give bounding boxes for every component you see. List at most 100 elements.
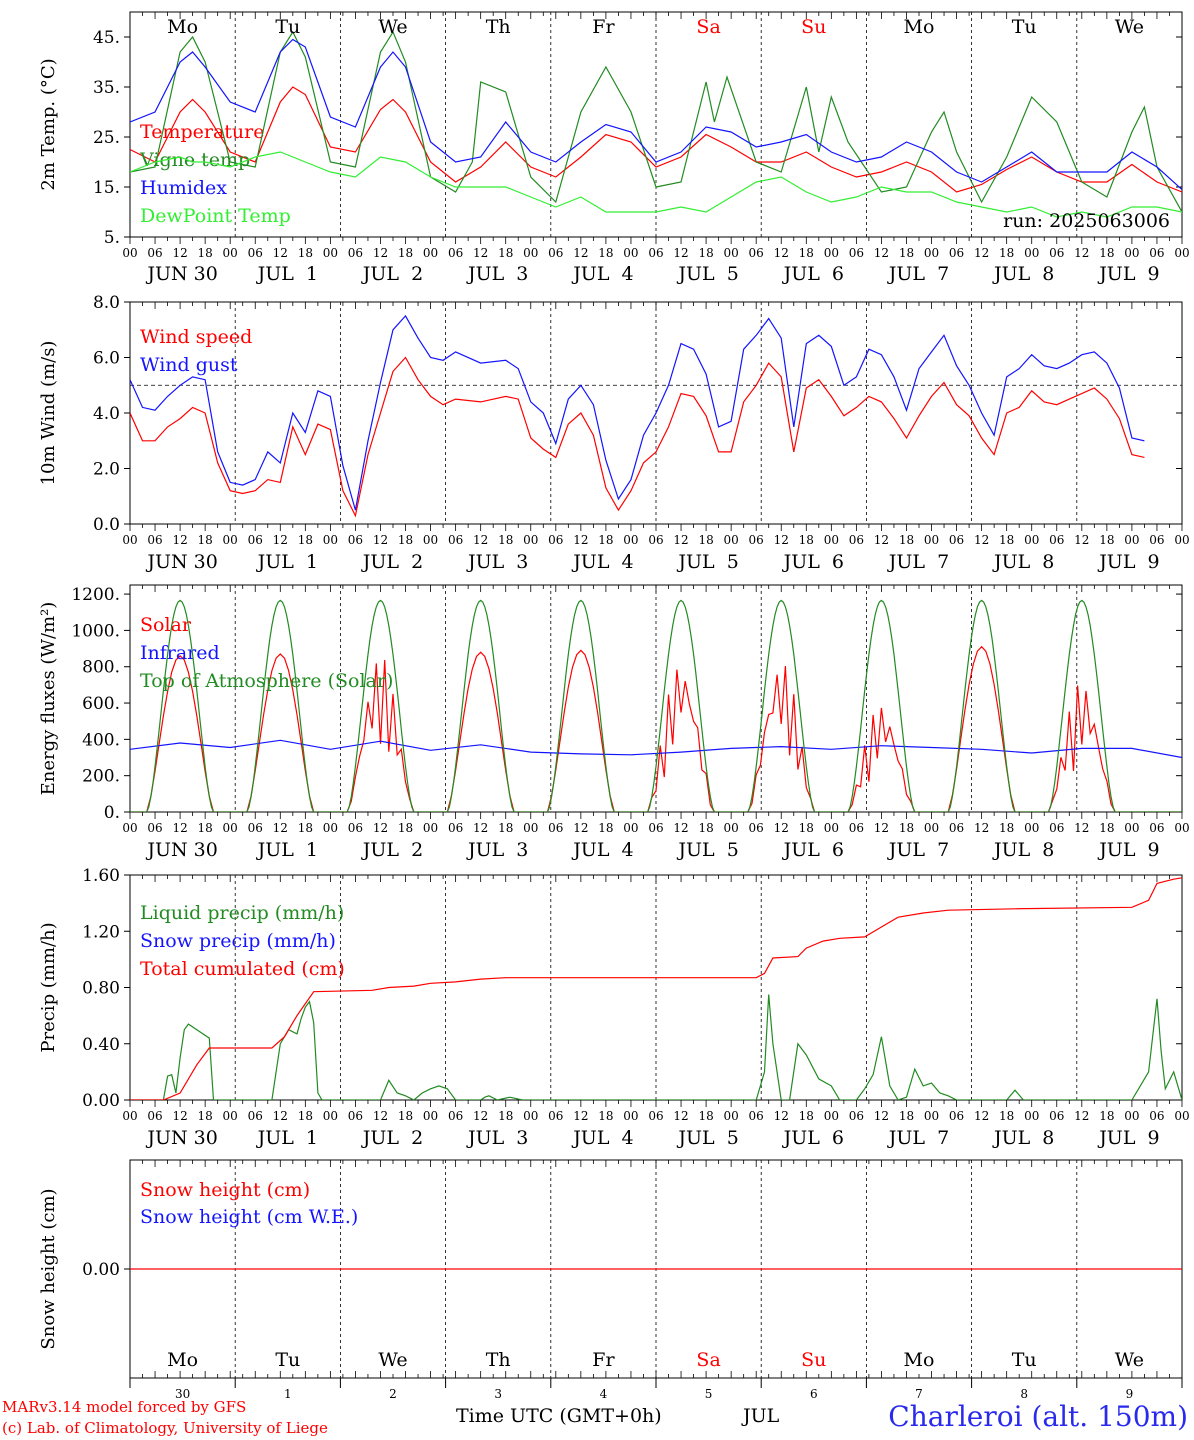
hour-tick-label: 12 [774, 821, 789, 835]
date-label: JUN 30 [145, 1127, 217, 1149]
hour-tick-label: 18 [999, 821, 1014, 835]
hour-tick-label: 18 [298, 246, 313, 260]
snow-ytick-label: 0.00 [82, 1260, 120, 1280]
date-label: JUL 6 [782, 1127, 844, 1149]
hour-tick-label: 18 [398, 821, 413, 835]
hour-tick-label: 06 [147, 246, 162, 260]
x-axis-title: Time UTC (GMT+0h) [456, 1405, 662, 1427]
temp-legend-dewpoint-temp: DewPoint Temp [140, 205, 291, 227]
hour-tick-label: 06 [849, 533, 864, 547]
date-label: JUL 2 [361, 551, 423, 573]
wind-ytick-label: 8.0 [93, 293, 120, 313]
date-label: JUL 4 [571, 839, 633, 861]
hour-tick-label: 06 [648, 1109, 663, 1123]
hour-tick-label: 06 [849, 1109, 864, 1123]
temp-legend-humidex: Humidex [140, 177, 227, 199]
weekday-label: Mo [167, 16, 198, 38]
day-number-label: 4 [600, 1387, 608, 1401]
hour-tick-label: 06 [849, 821, 864, 835]
hour-tick-label: 12 [473, 246, 488, 260]
energy-series-top-of-atmosphere-solar- [130, 599, 1182, 812]
hour-tick-label: 12 [273, 246, 288, 260]
snow-ylabel: Snow height (cm) [38, 1188, 59, 1349]
date-label: JUL 7 [887, 839, 949, 861]
hour-tick-label: 06 [448, 246, 463, 260]
day-number-label: 5 [705, 1387, 713, 1401]
date-label: JUL 5 [676, 263, 738, 285]
weekday-label: We [1115, 16, 1144, 38]
date-label: JUN 30 [145, 263, 217, 285]
weekday-label: Tu [1012, 1349, 1037, 1371]
hour-tick-label: 18 [698, 1109, 713, 1123]
date-label: JUN 30 [145, 551, 217, 573]
hour-tick-label: 00 [223, 533, 238, 547]
hour-tick-label: 00 [1174, 1109, 1189, 1123]
energy-ytick-label: 600. [82, 694, 120, 714]
date-label: JUL 1 [256, 839, 318, 861]
hour-tick-label: 12 [974, 533, 989, 547]
wind-ytick-label: 0.0 [93, 515, 120, 535]
hour-tick-label: 18 [1099, 821, 1114, 835]
date-label: JUL 9 [1097, 263, 1159, 285]
hour-tick-label: 00 [623, 1109, 638, 1123]
hour-tick-label: 06 [1049, 533, 1064, 547]
hour-tick-label: 00 [122, 821, 137, 835]
hour-tick-label: 06 [147, 821, 162, 835]
snow-legend-snow-height-cm-: Snow height (cm) [140, 1179, 310, 1201]
precip-ylabel: Precip (mm/h) [38, 922, 59, 1052]
weekday-label: Fr [592, 1349, 615, 1371]
weekday-label: We [1115, 1349, 1144, 1371]
hour-tick-label: 12 [573, 821, 588, 835]
hour-tick-label: 12 [573, 1109, 588, 1123]
hour-tick-label: 12 [373, 821, 388, 835]
wind-legend-wind-speed: Wind speed [140, 326, 252, 348]
hour-tick-label: 00 [924, 821, 939, 835]
hour-tick-label: 06 [749, 533, 764, 547]
hour-tick-label: 00 [323, 246, 338, 260]
run-label: run: 2025063006 [1003, 210, 1170, 232]
hour-tick-label: 18 [799, 246, 814, 260]
date-label: JUL 8 [992, 839, 1054, 861]
hour-tick-label: 00 [623, 821, 638, 835]
wind-ytick-label: 2.0 [93, 460, 120, 480]
date-label: JUL 3 [466, 839, 528, 861]
hour-tick-label: 18 [398, 533, 413, 547]
snow-panel: 0.00 Snow height (cm) Snow height (cm) Snow… [38, 1159, 1183, 1401]
weekday-label: Th [486, 16, 511, 38]
hour-tick-label: 12 [172, 246, 187, 260]
hour-tick-label: 18 [598, 1109, 613, 1123]
hour-tick-label: 18 [999, 533, 1014, 547]
hour-tick-label: 12 [974, 246, 989, 260]
day-number-label: 2 [389, 1387, 397, 1401]
hour-tick-label: 00 [122, 246, 137, 260]
hour-tick-label: 00 [1174, 533, 1189, 547]
energy-legend-top-of-atmosphere-solar-: Top of Atmosphere (Solar) [140, 670, 393, 692]
weekday-label: Mo [167, 1349, 198, 1371]
date-label: JUL 9 [1097, 1127, 1159, 1149]
hour-tick-label: 00 [924, 1109, 939, 1123]
credit-line-lab: (c) Lab. of Climatology, University of L… [2, 1419, 328, 1437]
temp-series-humidex [130, 38, 1182, 190]
wind-hour-ticks [129, 302, 1183, 531]
hour-tick-label: 00 [523, 246, 538, 260]
date-label: JUL 6 [782, 839, 844, 861]
date-label: JUL 4 [571, 551, 633, 573]
hour-tick-label: 00 [623, 246, 638, 260]
hour-tick-label: 18 [899, 533, 914, 547]
hour-tick-label: 06 [949, 533, 964, 547]
hour-tick-label: 18 [498, 533, 513, 547]
hour-tick-label: 18 [598, 533, 613, 547]
hour-tick-label: 06 [648, 246, 663, 260]
hour-tick-label: 18 [198, 533, 213, 547]
hour-tick-label: 06 [248, 821, 263, 835]
hour-tick-label: 00 [824, 533, 839, 547]
hour-tick-label: 12 [373, 1109, 388, 1123]
hour-tick-label: 18 [1099, 246, 1114, 260]
hour-tick-label: 12 [774, 246, 789, 260]
date-label: JUL 4 [571, 1127, 633, 1149]
energy-legend-infrared: Infrared [140, 642, 220, 664]
hour-tick-label: 12 [874, 821, 889, 835]
date-label: JUL 9 [1097, 839, 1159, 861]
date-label: JUL 8 [992, 551, 1054, 573]
